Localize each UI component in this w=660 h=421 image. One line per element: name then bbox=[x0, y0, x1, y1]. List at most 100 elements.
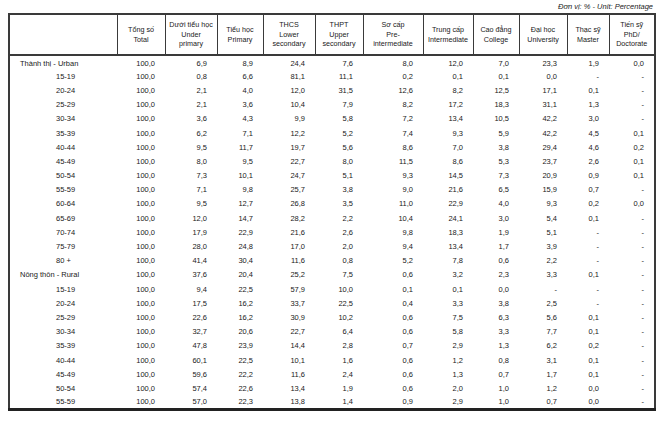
value-cell-under-primary: 17,9 bbox=[165, 225, 217, 239]
value-cell-intermediate: 0,1 bbox=[423, 69, 473, 83]
value-cell-intermediate: 5,8 bbox=[423, 325, 473, 339]
value-cell-college: 0,8 bbox=[473, 353, 519, 367]
value-cell-university: 15,9 bbox=[519, 183, 567, 197]
column-header-university: Đại học University bbox=[519, 14, 567, 55]
value-cell-pre-intermediate: 12,6 bbox=[363, 83, 423, 97]
value-cell-university: 7,7 bbox=[519, 325, 567, 339]
value-cell-under-primary: 6,2 bbox=[165, 126, 217, 140]
value-cell-lower-secondary: 14,4 bbox=[263, 339, 315, 353]
value-cell-total: 100,0 bbox=[117, 98, 165, 112]
value-cell-upper-secondary: 10,2 bbox=[315, 310, 363, 324]
age-row: 25-29100,022,616,230,910,20,67,56,35,60,… bbox=[9, 310, 655, 324]
value-cell-upper-secondary: 6,4 bbox=[315, 325, 363, 339]
row-label: Nông thôn - Rural bbox=[9, 268, 117, 282]
value-cell-pre-intermediate: 7,4 bbox=[363, 126, 423, 140]
row-label: 40-44 bbox=[9, 140, 117, 154]
value-cell-upper-secondary: 5,6 bbox=[315, 140, 363, 154]
value-cell-college: 7,0 bbox=[473, 55, 519, 69]
value-cell-intermediate: 1,2 bbox=[423, 353, 473, 367]
value-cell-master: - bbox=[567, 225, 609, 239]
value-cell-lower-secondary: 9,9 bbox=[263, 112, 315, 126]
value-cell-master: 4,5 bbox=[567, 126, 609, 140]
value-cell-doctorate: - bbox=[609, 98, 655, 112]
value-cell-intermediate: 13,4 bbox=[423, 239, 473, 253]
value-cell-pre-intermediate: 0,6 bbox=[363, 310, 423, 324]
value-cell-intermediate: 7,5 bbox=[423, 310, 473, 324]
value-cell-under-primary: 0,8 bbox=[165, 69, 217, 83]
value-cell-pre-intermediate: 9,4 bbox=[363, 239, 423, 253]
value-cell-college: 1,7 bbox=[473, 239, 519, 253]
value-cell-total: 100,0 bbox=[117, 69, 165, 83]
age-row: 80 +100,041,430,411,60,85,27,80,62,2-- bbox=[9, 254, 655, 268]
value-cell-college: 1,9 bbox=[473, 225, 519, 239]
value-cell-total: 100,0 bbox=[117, 353, 165, 367]
column-header-total: Tổng số Total bbox=[117, 14, 165, 55]
value-cell-pre-intermediate: 11,5 bbox=[363, 154, 423, 168]
value-cell-university: 0,0 bbox=[519, 69, 567, 83]
value-cell-intermediate: 21,6 bbox=[423, 183, 473, 197]
row-label: 55-59 bbox=[9, 396, 117, 410]
value-cell-master: 4,6 bbox=[567, 140, 609, 154]
value-cell-college: 1,0 bbox=[473, 381, 519, 395]
value-cell-primary: 9,8 bbox=[217, 183, 263, 197]
value-cell-under-primary: 17,5 bbox=[165, 296, 217, 310]
age-row: 20-24100,017,516,233,722,50,43,33,82,5-- bbox=[9, 296, 655, 310]
value-cell-total: 100,0 bbox=[117, 169, 165, 183]
value-cell-university: 3,1 bbox=[519, 353, 567, 367]
value-cell-under-primary: 57,0 bbox=[165, 396, 217, 410]
value-cell-university: 3,9 bbox=[519, 239, 567, 253]
age-row: 55-59100,07,19,825,73,89,021,66,515,90,7… bbox=[9, 183, 655, 197]
value-cell-pre-intermediate: 9,0 bbox=[363, 183, 423, 197]
value-cell-upper-secondary: 7,6 bbox=[315, 55, 363, 69]
group-row: Nông thôn - Rural100,037,620,425,27,50,6… bbox=[9, 268, 655, 282]
value-cell-college: 10,5 bbox=[473, 112, 519, 126]
age-row: 50-54100,057,422,613,41,90,62,01,01,20,0… bbox=[9, 381, 655, 395]
value-cell-under-primary: 47,8 bbox=[165, 339, 217, 353]
value-cell-primary: 6,6 bbox=[217, 69, 263, 83]
value-cell-pre-intermediate: 11,0 bbox=[363, 197, 423, 211]
value-cell-total: 100,0 bbox=[117, 83, 165, 97]
value-cell-master: 2,6 bbox=[567, 154, 609, 168]
value-cell-primary: 7,1 bbox=[217, 126, 263, 140]
row-label: 15-19 bbox=[9, 282, 117, 296]
column-header-college: Cao đẳng College bbox=[473, 14, 519, 55]
row-label: 60-64 bbox=[9, 197, 117, 211]
value-cell-doctorate: - bbox=[609, 183, 655, 197]
age-row: 60-64100,09,512,726,83,511,022,94,09,30,… bbox=[9, 197, 655, 211]
row-label: 20-24 bbox=[9, 296, 117, 310]
value-cell-intermediate: 8,6 bbox=[423, 154, 473, 168]
value-cell-upper-secondary: 1,4 bbox=[315, 396, 363, 410]
value-cell-lower-secondary: 17,0 bbox=[263, 239, 315, 253]
value-cell-under-primary: 28,0 bbox=[165, 239, 217, 253]
value-cell-doctorate: - bbox=[609, 396, 655, 410]
value-cell-master: - bbox=[567, 296, 609, 310]
value-cell-college: 0,6 bbox=[473, 254, 519, 268]
value-cell-university: 2,5 bbox=[519, 296, 567, 310]
value-cell-upper-secondary: 5,8 bbox=[315, 112, 363, 126]
row-label: 80 + bbox=[9, 254, 117, 268]
value-cell-college: 6,5 bbox=[473, 183, 519, 197]
value-cell-pre-intermediate: 9,8 bbox=[363, 225, 423, 239]
value-cell-under-primary: 9,5 bbox=[165, 140, 217, 154]
row-label: 45-49 bbox=[9, 154, 117, 168]
value-cell-master: 0,2 bbox=[567, 339, 609, 353]
value-cell-master: - bbox=[567, 282, 609, 296]
row-label: 50-54 bbox=[9, 169, 117, 183]
value-cell-master: 0,9 bbox=[567, 169, 609, 183]
value-cell-intermediate: 1,3 bbox=[423, 367, 473, 381]
value-cell-primary: 22,6 bbox=[217, 381, 263, 395]
value-cell-intermediate: 2,9 bbox=[423, 396, 473, 410]
value-cell-total: 100,0 bbox=[117, 112, 165, 126]
value-cell-total: 100,0 bbox=[117, 339, 165, 353]
value-cell-lower-secondary: 21,6 bbox=[263, 225, 315, 239]
value-cell-primary: 22,5 bbox=[217, 353, 263, 367]
value-cell-intermediate: 12,0 bbox=[423, 55, 473, 69]
value-cell-total: 100,0 bbox=[117, 325, 165, 339]
value-cell-master: - bbox=[567, 254, 609, 268]
value-cell-college: 0,0 bbox=[473, 282, 519, 296]
value-cell-total: 100,0 bbox=[117, 140, 165, 154]
value-cell-lower-secondary: 13,8 bbox=[263, 396, 315, 410]
value-cell-doctorate: 0,0 bbox=[609, 55, 655, 69]
value-cell-doctorate: - bbox=[609, 254, 655, 268]
column-header-doctorate: Tiến sỹ PhD/ Doctorate bbox=[609, 14, 655, 55]
